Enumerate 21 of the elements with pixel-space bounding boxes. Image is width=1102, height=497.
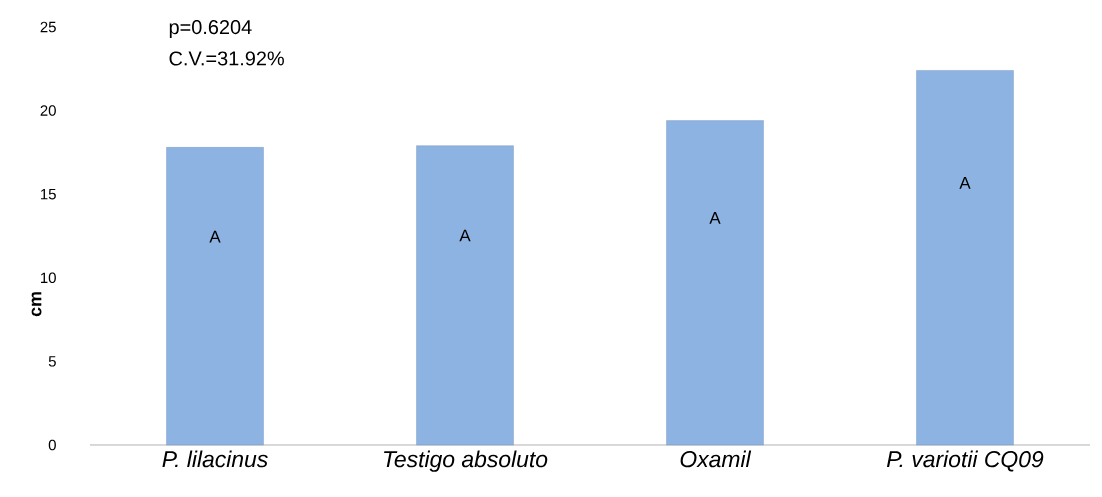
y-tick-label: 10 bbox=[41, 272, 56, 284]
y-tick-label: 20 bbox=[40, 105, 56, 116]
y-tick-label: 25 bbox=[40, 21, 56, 33]
y-tick-label: 15 bbox=[41, 188, 56, 200]
y-axis-title: cm bbox=[31, 292, 42, 317]
x-tick-label: P. lilacinus bbox=[162, 450, 268, 468]
annotation: A bbox=[959, 176, 971, 189]
annotation: A bbox=[459, 229, 471, 242]
bar bbox=[666, 120, 764, 446]
annotation: A bbox=[709, 212, 721, 224]
y-tick-label: 5 bbox=[48, 356, 56, 367]
bar bbox=[416, 145, 514, 446]
y-tick-label: 0 bbox=[48, 439, 56, 451]
annotation: C.V.=31.92% bbox=[169, 51, 284, 66]
annotation: A bbox=[209, 230, 221, 243]
annotation: p=0.6204 bbox=[169, 20, 252, 39]
bar bbox=[166, 147, 264, 446]
x-tick-label: Testigo absoluto bbox=[384, 450, 548, 472]
bar bbox=[916, 70, 1014, 446]
x-tick-label: P. variotii CQ09 bbox=[886, 450, 1044, 472]
x-tick-label: Oxamil bbox=[680, 450, 752, 468]
